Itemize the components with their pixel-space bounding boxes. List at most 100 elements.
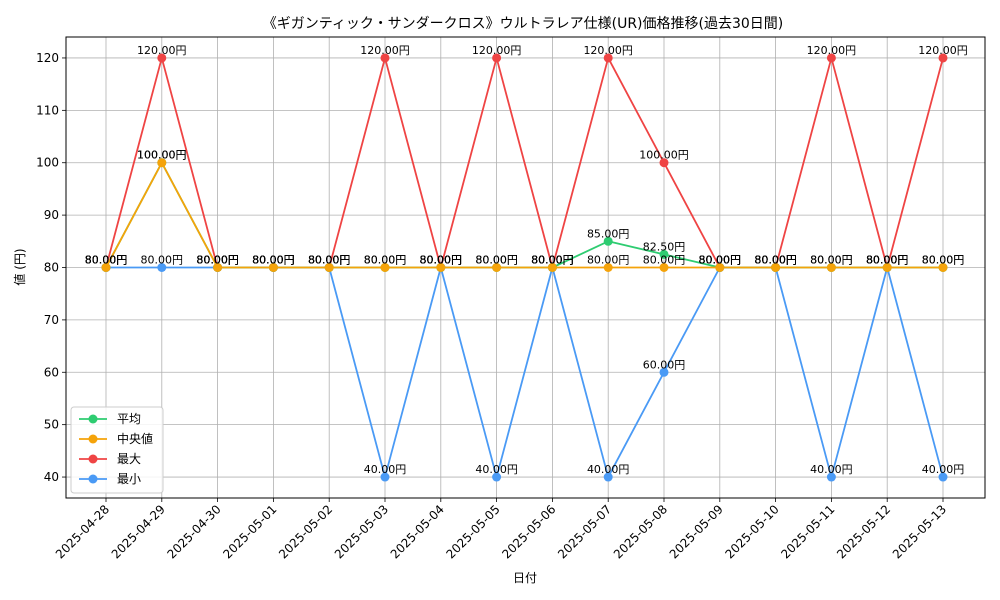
data-label: 100.00円 xyxy=(137,149,187,162)
data-label: 80.00円 xyxy=(252,254,295,267)
data-label: 80.00円 xyxy=(754,254,797,267)
data-label: 80.00円 xyxy=(196,254,239,267)
y-tick-label: 100 xyxy=(36,156,59,170)
data-label: 80.00円 xyxy=(308,254,351,267)
data-label: 100.00円 xyxy=(137,149,187,162)
data-label: 85.00円 xyxy=(587,227,630,240)
data-label: 40.00円 xyxy=(475,463,518,476)
y-tick-label: 40 xyxy=(44,470,59,484)
data-labels: 80.00円 120.00円 80.00円 80.00円 80.00円 120.00円 80… xyxy=(85,44,968,476)
data-label: 80.00円 xyxy=(866,254,909,267)
data-label: 80.00円 xyxy=(643,254,686,267)
series-layer xyxy=(101,53,948,482)
data-point xyxy=(603,53,613,63)
data-point xyxy=(436,263,446,272)
y-tick-label: 90 xyxy=(44,208,59,222)
data-point xyxy=(603,236,613,246)
data-label: 80.00円 xyxy=(85,254,128,267)
data-point xyxy=(938,472,948,482)
legend-box xyxy=(70,406,164,494)
data-label: 80.00円 xyxy=(531,254,574,267)
data-label: 80.00円 xyxy=(85,254,128,267)
data-label: 80.00円 xyxy=(531,254,574,267)
data-label: 80.00円 xyxy=(364,254,407,267)
y-tick-label: 80 xyxy=(44,261,59,275)
y-axis-label: 値 (円) xyxy=(12,248,27,285)
data-point xyxy=(659,263,669,272)
data-point xyxy=(492,53,502,63)
data-label: 80.00円 xyxy=(866,254,909,267)
x-tick-label: 2025-05-03 xyxy=(332,502,391,561)
data-point xyxy=(603,263,613,272)
data-label: 80.00円 xyxy=(475,254,518,267)
data-label: 82.50円 xyxy=(643,240,686,253)
data-label: 60.00円 xyxy=(643,358,686,371)
legend-marker xyxy=(88,434,98,444)
data-point xyxy=(659,249,669,259)
x-tick-label: 2025-05-02 xyxy=(276,502,335,561)
data-label: 80.00円 xyxy=(810,254,853,267)
data-label: 80.00円 xyxy=(754,254,797,267)
data-point xyxy=(771,263,781,272)
data-label: 80.00円 xyxy=(308,254,351,267)
data-point xyxy=(826,263,836,272)
data-label: 80.00円 xyxy=(85,254,128,267)
data-point xyxy=(938,53,948,63)
data-label: 80.00円 xyxy=(420,254,463,267)
data-label: 120.00円 xyxy=(918,44,968,57)
data-label: 80.00円 xyxy=(810,254,853,267)
data-label: 80.00円 xyxy=(196,254,239,267)
x-tick-label: 2025-05-01 xyxy=(220,502,279,561)
x-tick-label: 2025-05-06 xyxy=(499,502,558,561)
data-label: 80.00円 xyxy=(196,254,239,267)
data-label: 40.00円 xyxy=(810,463,853,476)
data-label: 80.00円 xyxy=(699,254,742,267)
data-label: 80.00円 xyxy=(699,254,742,267)
x-tick-label: 2025-05-04 xyxy=(388,502,447,561)
data-label: 80.00円 xyxy=(141,254,184,267)
data-point xyxy=(826,472,836,482)
data-label: 80.00円 xyxy=(252,254,295,267)
x-tick-label: 2025-05-11 xyxy=(778,502,837,561)
data-label: 80.00円 xyxy=(420,254,463,267)
data-label: 80.00円 xyxy=(866,254,909,267)
data-point xyxy=(715,263,725,272)
data-point xyxy=(380,53,390,63)
legend-marker xyxy=(88,414,98,424)
plot-frame xyxy=(65,36,986,499)
legend-marker xyxy=(88,474,98,484)
data-label: 80.00円 xyxy=(922,254,965,267)
data-label: 80.00円 xyxy=(699,254,742,267)
legend-label: 中央値 xyxy=(117,431,153,446)
series-line xyxy=(105,161,943,269)
data-point xyxy=(492,472,502,482)
data-label: 80.00円 xyxy=(922,254,965,267)
y-tick-label: 50 xyxy=(44,418,59,432)
data-point xyxy=(547,263,557,272)
y-tick-label: 60 xyxy=(44,365,59,379)
data-point xyxy=(380,472,390,482)
data-label: 80.00円 xyxy=(587,254,630,267)
data-label: 80.00円 xyxy=(85,254,128,267)
legend-marker xyxy=(88,454,98,464)
data-point xyxy=(826,53,836,63)
data-point xyxy=(659,158,669,168)
data-label: 80.00円 xyxy=(866,254,909,267)
x-tick-label: 2025-04-28 xyxy=(53,502,112,561)
data-point xyxy=(213,263,223,272)
y-tick-label: 110 xyxy=(36,103,59,117)
data-label: 80.00円 xyxy=(308,254,351,267)
data-point xyxy=(157,158,167,168)
data-label: 40.00円 xyxy=(587,463,630,476)
x-tick-label: 2025-05-07 xyxy=(555,502,614,561)
data-label: 80.00円 xyxy=(531,254,574,267)
y-tick-label: 120 xyxy=(36,51,59,65)
data-point xyxy=(268,263,278,272)
data-label: 80.00円 xyxy=(196,254,239,267)
x-tick-label: 2025-05-05 xyxy=(444,502,503,561)
x-tick-label: 2025-04-30 xyxy=(165,502,224,561)
data-label: 80.00円 xyxy=(475,254,518,267)
data-point xyxy=(157,263,167,272)
data-label: 120.00円 xyxy=(137,44,187,57)
